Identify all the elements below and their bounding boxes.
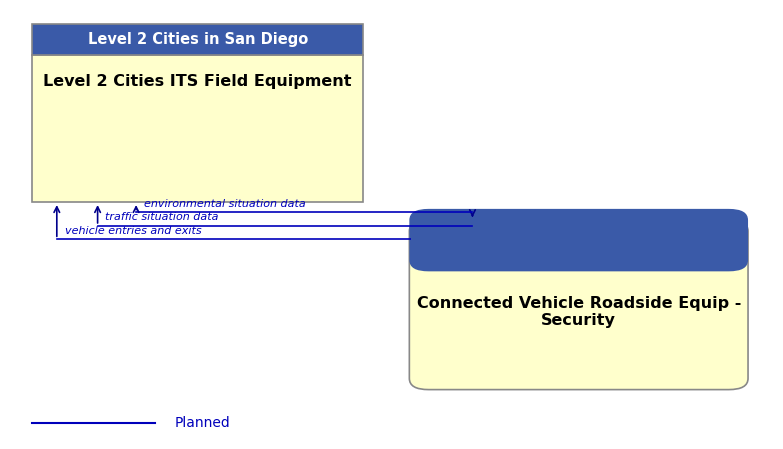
Text: vehicle entries and exits: vehicle entries and exits bbox=[64, 226, 201, 236]
Bar bbox=[32, 55, 363, 202]
Bar bbox=[411, 234, 746, 249]
Text: Level 2 Cities in San Diego: Level 2 Cities in San Diego bbox=[88, 32, 308, 47]
Text: traffic situation data: traffic situation data bbox=[105, 212, 218, 222]
Bar bbox=[32, 24, 363, 55]
Text: Planned: Planned bbox=[175, 416, 230, 430]
FancyBboxPatch shape bbox=[410, 220, 748, 390]
Text: environmental situation data: environmental situation data bbox=[144, 199, 305, 209]
FancyBboxPatch shape bbox=[410, 209, 748, 271]
Text: Level 2 Cities ITS Field Equipment: Level 2 Cities ITS Field Equipment bbox=[43, 74, 352, 89]
Text: Connected Vehicle Roadside Equip -
Security: Connected Vehicle Roadside Equip - Secur… bbox=[417, 296, 741, 329]
